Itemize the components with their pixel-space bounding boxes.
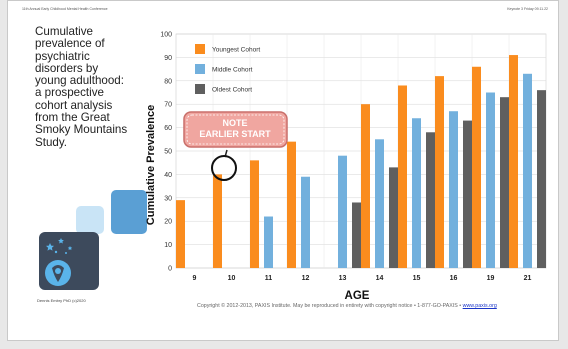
legend-swatch-youngest <box>195 44 205 54</box>
y-tick-label: 20 <box>164 219 172 226</box>
paxis-logo <box>39 232 99 290</box>
bar-youngest-9 <box>176 200 185 268</box>
y-tick-label: 40 <box>164 172 172 179</box>
star-icon <box>46 238 73 254</box>
y-tick-label: 70 <box>164 102 172 109</box>
x-tick-label: 12 <box>302 275 310 282</box>
copyright-notice: Copyright © 2012-2013, PAXIS Institute. … <box>197 303 497 309</box>
session-header: Keynote 3 Friday 09.11.22 <box>507 7 548 11</box>
conference-header: 11th Annual Early Childhood Mental Healt… <box>22 7 108 11</box>
author-credit: Dennis Embry PhD (c)2020 <box>37 298 86 303</box>
copyright-text: Copyright © 2012-2013, PAXIS Institute. … <box>197 303 462 309</box>
x-axis-label: AGE <box>345 290 370 302</box>
note-box-inner <box>186 114 285 145</box>
bar-youngest-15 <box>398 85 407 268</box>
bar-youngest-10 <box>213 174 222 268</box>
x-tick-label: 21 <box>524 275 532 282</box>
bar-youngest-16 <box>435 76 444 269</box>
y-tick-label: 80 <box>164 78 172 85</box>
decorative-square-light <box>76 206 104 234</box>
x-tick-label: 15 <box>413 275 421 282</box>
bar-oldest-16 <box>463 120 472 268</box>
bar-middle-12 <box>301 176 310 268</box>
decorative-square-dark <box>111 190 147 234</box>
note-highlight-circle <box>211 155 237 181</box>
bar-youngest-21 <box>509 55 518 269</box>
x-tick-label: 11 <box>265 275 273 282</box>
slide-title: Cumulative prevalence of psychiatric dis… <box>35 25 128 149</box>
bar-youngest-11 <box>250 160 259 268</box>
y-tick-label: 0 <box>168 266 172 273</box>
y-axis-label: Cumulative Prevalence <box>145 105 157 225</box>
axis-layer: 0 10 20 30 40 50 60 70 80 90 100 9 10 11 12 13 14 15 16 19 2… <box>160 32 531 283</box>
note-callout: NOTE EARLIER START <box>183 111 288 181</box>
x-tick-label: 9 <box>193 275 197 282</box>
logo-graphic <box>45 238 73 286</box>
bar-oldest-13 <box>352 202 361 268</box>
bar-oldest-14 <box>389 167 398 268</box>
bar-middle-15 <box>412 118 421 269</box>
note-line-2: EARLIER START <box>199 129 271 139</box>
y-tick-label: 30 <box>164 195 172 202</box>
bar-youngest-19 <box>472 66 481 268</box>
bar-youngest-14 <box>361 104 370 268</box>
y-tick-label: 10 <box>164 242 172 249</box>
x-tick-label: 10 <box>228 275 236 282</box>
legend-label-oldest: Oldest Cohort <box>212 87 252 94</box>
y-tick-label: 50 <box>164 149 172 156</box>
bars-layer <box>176 55 546 269</box>
bar-middle-14 <box>375 139 384 268</box>
bar-oldest-21 <box>537 90 546 268</box>
bar-middle-16 <box>449 111 458 268</box>
legend-label-youngest: Youngest Cohort <box>212 47 260 54</box>
x-tick-label: 16 <box>450 275 458 282</box>
note-box <box>183 111 288 148</box>
bar-middle-13 <box>338 155 347 268</box>
y-tick-label: 60 <box>164 125 172 132</box>
legend-swatch-oldest <box>195 84 205 94</box>
chart-legend: Youngest Cohort Middle Cohort Oldest Cohor… <box>195 44 260 94</box>
paxis-website-link[interactable]: www.paxis.org <box>462 303 497 309</box>
x-tick-label: 19 <box>487 275 495 282</box>
bar-middle-11 <box>264 216 273 268</box>
bar-middle-21 <box>523 73 532 268</box>
face-icon <box>45 260 71 286</box>
x-tick-label: 13 <box>339 275 347 282</box>
legend-label-middle: Middle Cohort <box>212 67 253 74</box>
note-line-1: NOTE <box>222 118 247 128</box>
y-tick-label: 100 <box>160 32 172 39</box>
bar-oldest-19 <box>500 97 509 269</box>
y-tick-label: 90 <box>164 55 172 62</box>
bar-middle-19 <box>486 92 495 268</box>
bar-oldest-15 <box>426 132 435 268</box>
bar-youngest-12 <box>287 141 296 268</box>
legend-swatch-middle <box>195 64 205 74</box>
x-tick-label: 14 <box>376 275 384 282</box>
